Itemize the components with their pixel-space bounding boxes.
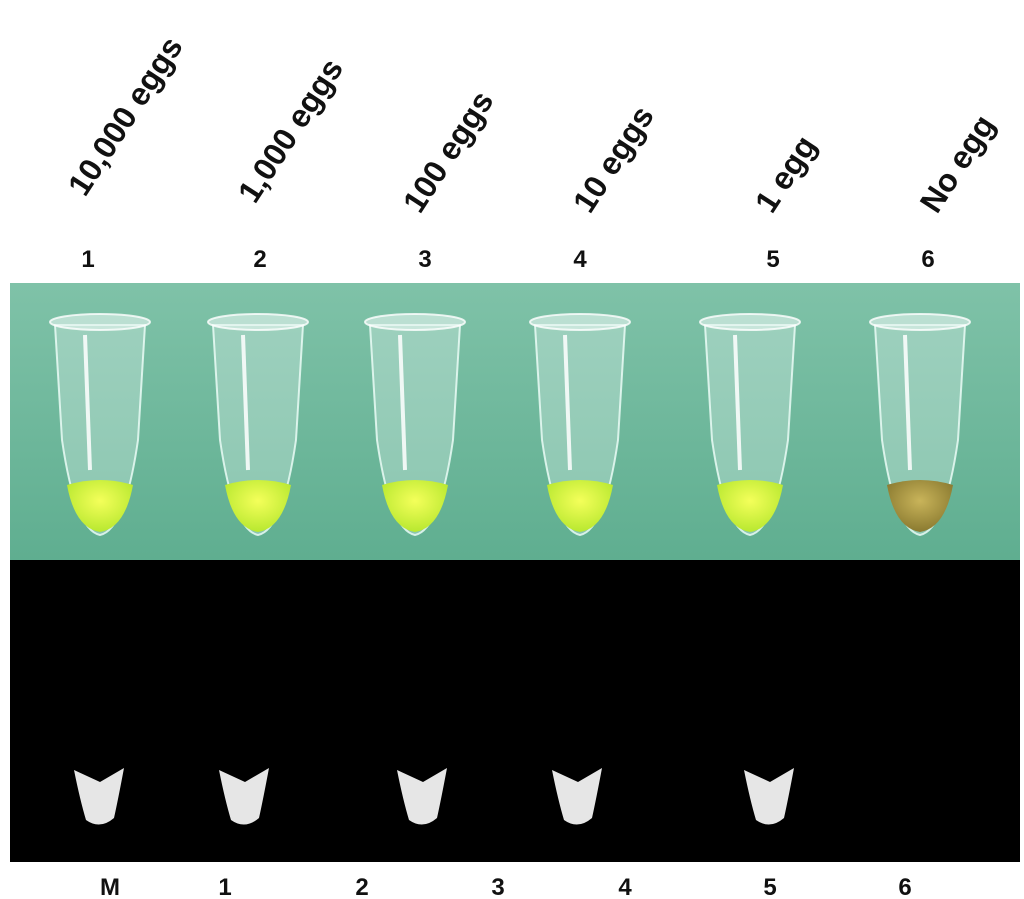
lane-label: 1	[218, 874, 231, 899]
tube-cap	[49, 313, 151, 331]
tube-highlight	[398, 334, 407, 471]
tube-highlight	[903, 334, 912, 471]
column-number: 6	[921, 246, 934, 273]
lane-label: M	[100, 874, 120, 899]
photo-panel	[10, 283, 1020, 560]
tube-cap	[364, 313, 466, 331]
column-label: No egg	[913, 108, 1002, 219]
column-label: 1 egg	[748, 129, 824, 219]
tube-highlight	[83, 334, 92, 471]
column-number: 2	[253, 246, 266, 273]
tube-highlight	[241, 334, 250, 471]
tube-liquid	[67, 480, 133, 532]
tube-liquid	[225, 480, 291, 532]
tube-cap	[699, 313, 801, 331]
tube-liquid	[382, 480, 448, 532]
uv-panel	[10, 560, 1020, 862]
column-label: 10 eggs	[566, 99, 661, 219]
tube-highlight	[733, 334, 742, 471]
tube-cap	[207, 313, 309, 331]
tube-liquid	[717, 480, 783, 532]
column-label: 1,000 eggs	[231, 52, 350, 209]
fluorescence	[552, 768, 602, 825]
column-label: 100 eggs	[396, 84, 501, 218]
fluorescence	[219, 768, 269, 825]
tube-cap	[529, 313, 631, 331]
lane-label: 3	[491, 874, 504, 899]
lane-label: 5	[763, 874, 776, 899]
column-number: 1	[81, 246, 94, 273]
tube-cap	[869, 313, 971, 331]
fluorescence	[74, 768, 124, 825]
lane-label: 2	[355, 874, 368, 899]
column-number: 5	[766, 246, 779, 273]
column-number: 3	[418, 246, 431, 273]
lane-label: 6	[898, 874, 911, 899]
lane-label: 4	[618, 874, 632, 899]
column-number: 4	[573, 246, 587, 273]
fluorescence	[744, 768, 794, 825]
tube-liquid	[547, 480, 613, 532]
tube-liquid	[887, 480, 953, 532]
tube-highlight	[563, 334, 572, 471]
fluorescence	[397, 768, 447, 825]
column-label: 10,000 eggs	[61, 30, 190, 202]
